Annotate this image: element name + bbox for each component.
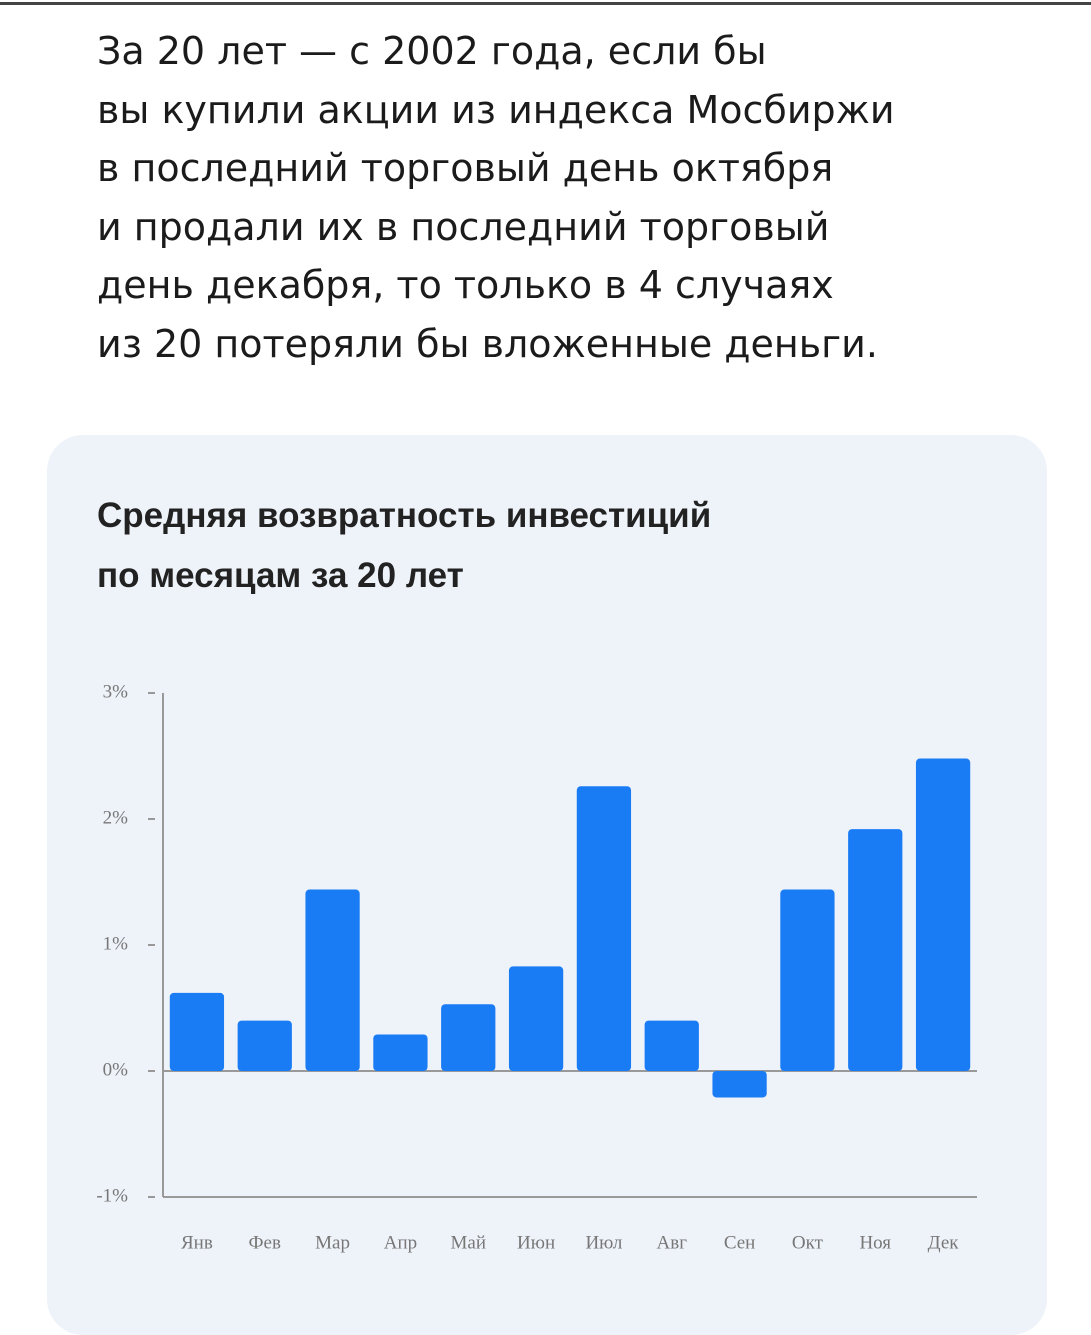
y-tick-label: 3% bbox=[103, 681, 129, 702]
bar bbox=[237, 1020, 292, 1071]
x-tick-label: Июл bbox=[585, 1232, 622, 1253]
y-tick-label: 2% bbox=[103, 807, 129, 828]
y-tick-label: -1% bbox=[96, 1185, 128, 1206]
chart-title: Средняя возвратность инвестиций bbox=[97, 496, 711, 535]
y-tick-label: 1% bbox=[103, 933, 129, 954]
x-tick-label: Ноя bbox=[859, 1232, 891, 1253]
x-tick-label: Сен bbox=[724, 1232, 756, 1253]
x-tick-label: Дек bbox=[928, 1232, 960, 1253]
bar bbox=[441, 1004, 496, 1071]
x-tick-label: Июн bbox=[517, 1232, 555, 1253]
bar bbox=[848, 829, 903, 1071]
text-line: и продали их в последний торговый bbox=[97, 204, 830, 249]
x-tick-label: Окт bbox=[792, 1232, 824, 1253]
text-line: в последний торговый день октября bbox=[97, 146, 834, 190]
x-tick-label: Май bbox=[451, 1232, 487, 1253]
paragraph: За 20 лет — с 2002 года, если бы вы купи… bbox=[97, 22, 895, 373]
text-line: вы купили акции из индекса Мосбиржи bbox=[97, 87, 895, 132]
chart: Средняя возвратность инвестиций по месяц… bbox=[96, 496, 977, 1253]
bar bbox=[576, 786, 632, 1071]
bar bbox=[712, 1071, 767, 1098]
x-tick-label: Фев bbox=[249, 1232, 281, 1253]
bar bbox=[305, 889, 360, 1071]
bar bbox=[780, 889, 835, 1071]
bar bbox=[508, 966, 564, 1071]
text-line: из 20 потеряли бы вложенные деньги. bbox=[97, 321, 878, 366]
x-tick-label: Янв bbox=[181, 1232, 213, 1253]
x-tick-label: Авг bbox=[657, 1232, 688, 1253]
chart-title: по месяцам за 20 лет bbox=[97, 556, 464, 595]
bar bbox=[169, 992, 225, 1071]
y-tick-label: 0% bbox=[103, 1059, 129, 1080]
divider bbox=[0, 2, 1091, 5]
x-tick-label: Апр bbox=[384, 1232, 417, 1253]
text-line: За 20 лет — с 2002 года, если бы bbox=[97, 29, 767, 73]
x-tick-label: Мар bbox=[315, 1232, 350, 1253]
text-line: день декабря, то только в 4 случаях bbox=[97, 263, 834, 307]
bar bbox=[915, 758, 971, 1071]
bar bbox=[644, 1020, 699, 1071]
bar bbox=[373, 1034, 428, 1071]
